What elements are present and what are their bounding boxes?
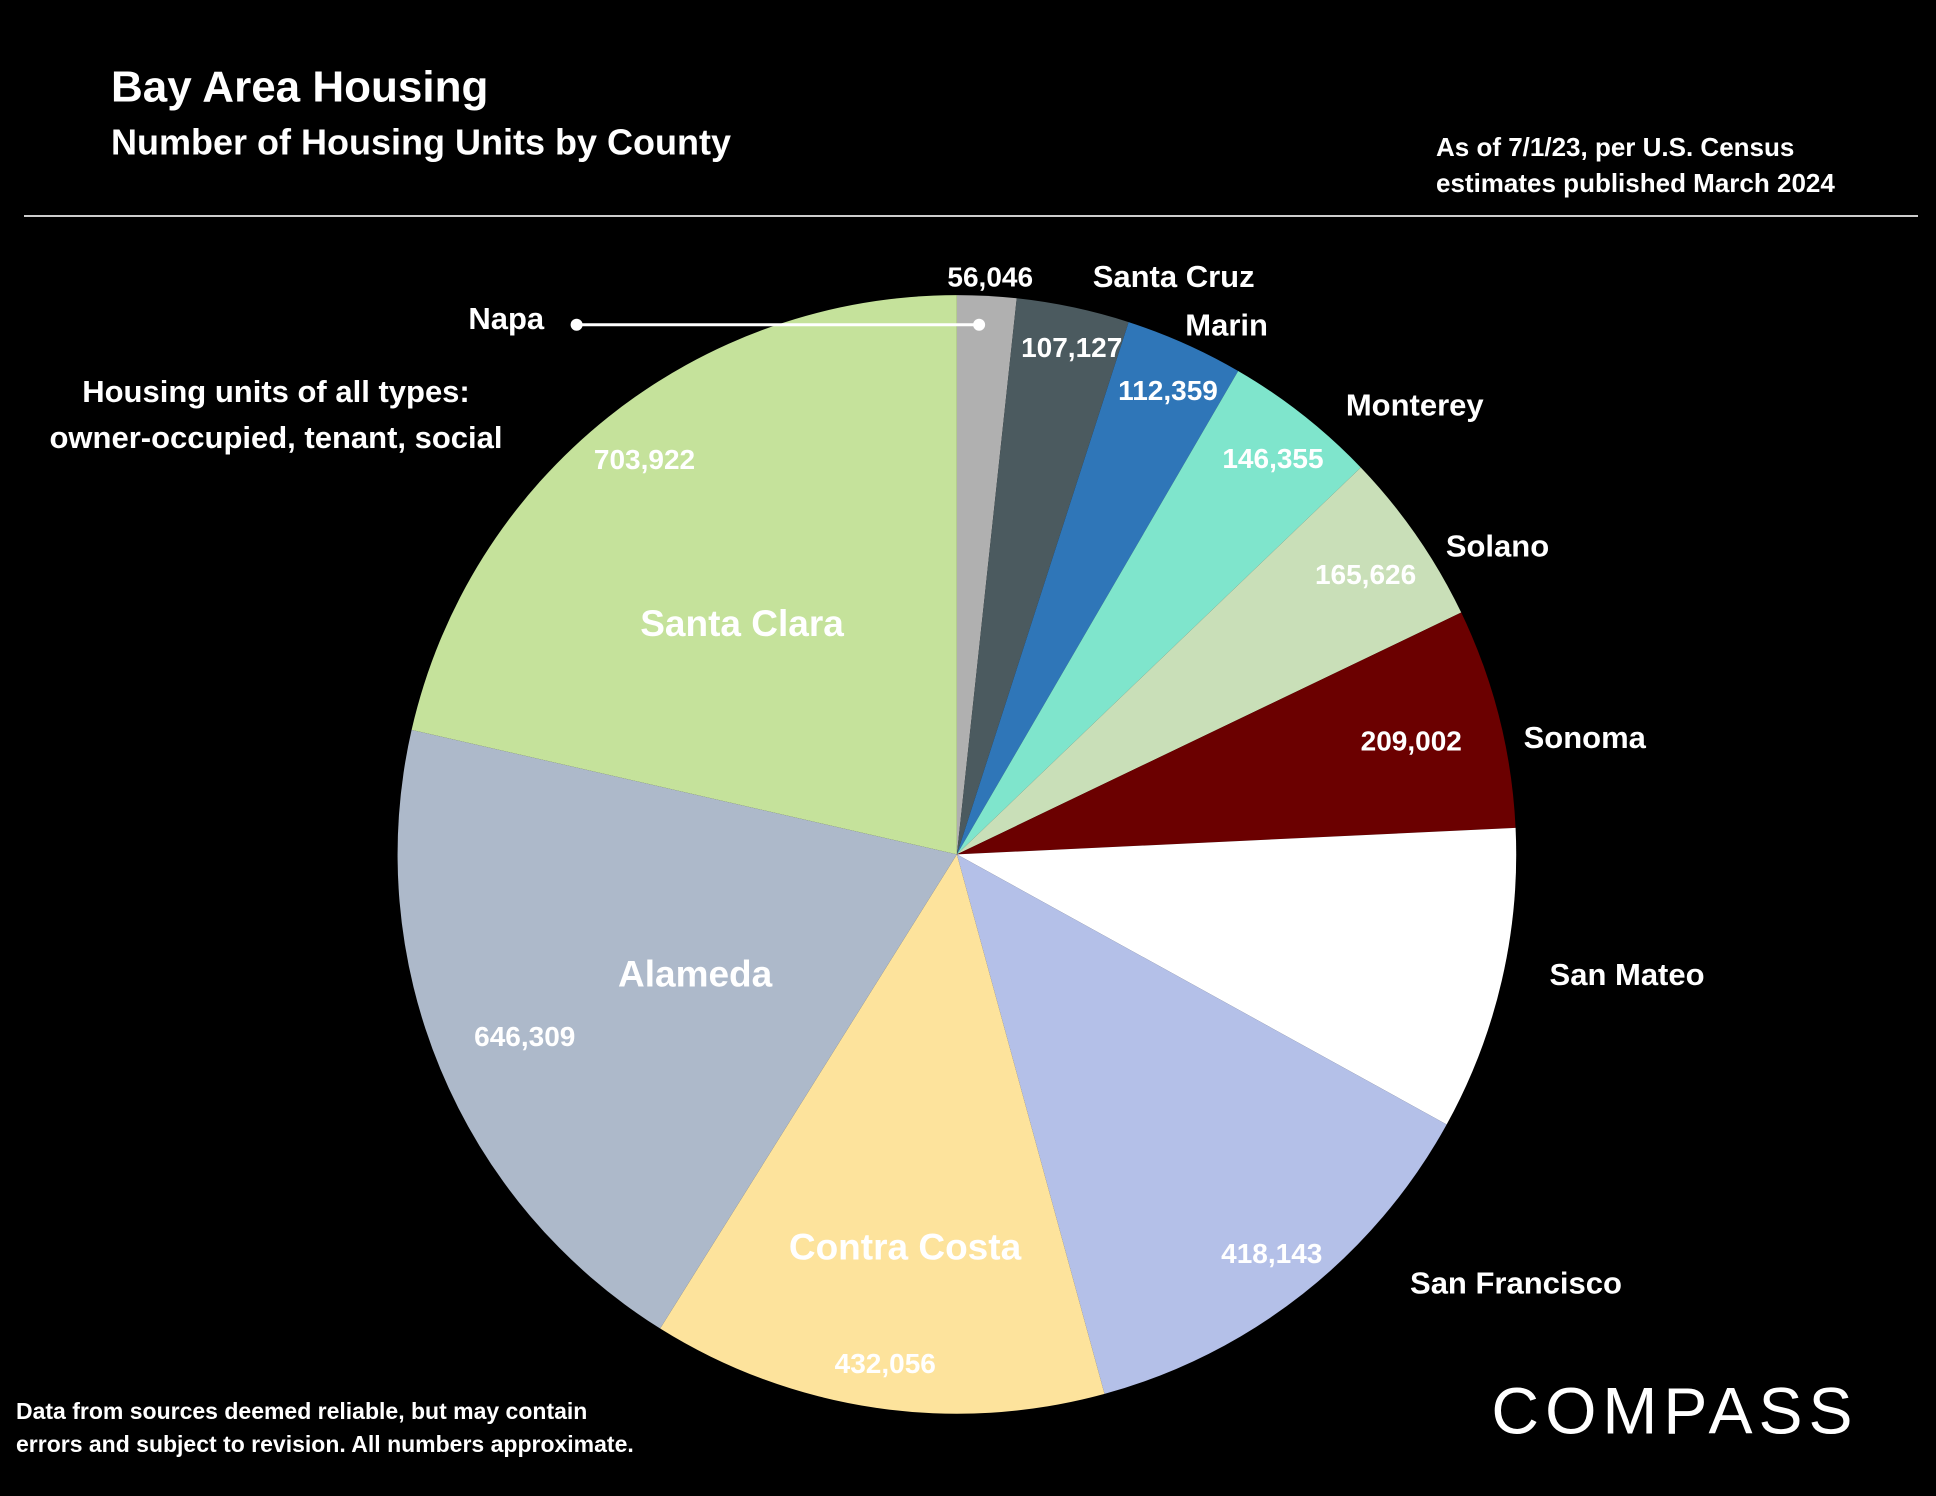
value-label: 703,922 [594,444,695,475]
annotation: owner-occupied, tenant, social [49,420,502,455]
value-label: 107,127 [1021,332,1122,363]
slice [956,295,1017,855]
category-label: Alameda [618,953,773,994]
slice [956,854,1447,1394]
slice [956,370,1361,855]
slice [956,612,1516,855]
chart-title: Bay Area Housing [111,63,488,112]
value-label: 112,359 [1118,375,1218,406]
note: As of 7/1/23, per U.S. Census [1436,132,1794,162]
category-label: San Francisco [1410,1266,1622,1301]
chart-subtitle: Number of Housing Units by County [111,122,731,163]
value-label: 209,002 [1361,726,1462,757]
value-label: 165,626 [1315,559,1416,590]
value-label: 646,309 [474,1021,575,1052]
slice [956,467,1462,855]
category-label: Monterey [1346,388,1485,423]
slice [411,295,957,855]
category-label: Solano [1446,528,1549,563]
category-label: Marin [1185,307,1268,342]
value-label: 146,355 [1222,443,1323,474]
category-label: San Mateo [1550,957,1705,992]
leader-dot [570,318,583,331]
slice [397,729,957,1329]
category-label: Santa Cruz [1093,259,1255,294]
value-label: 418,143 [1221,1238,1322,1269]
pie [397,295,1517,1414]
category-label: Sonoma [1524,720,1647,755]
slice [660,854,1105,1414]
source-note: Data from sources deemed reliable, but m… [16,1398,587,1424]
note: estimates published March 2024 [1436,168,1835,198]
logo: COMPASS [1491,1373,1858,1447]
value-label: 432,056 [835,1348,936,1379]
category-label: Contra Costa [789,1226,1022,1267]
slice [956,298,1129,855]
category-label: Napa [468,301,545,336]
source-note: errors and subject to revision. All numb… [16,1431,634,1457]
leader-dot [973,318,986,331]
slice [956,827,1517,1125]
category-label: Santa Clara [640,603,844,644]
annotation: Housing units of all types: [82,374,470,409]
value-label: 56,046 [947,261,1033,292]
value-label: 288,325 [1363,945,1464,976]
slice [956,322,1239,855]
